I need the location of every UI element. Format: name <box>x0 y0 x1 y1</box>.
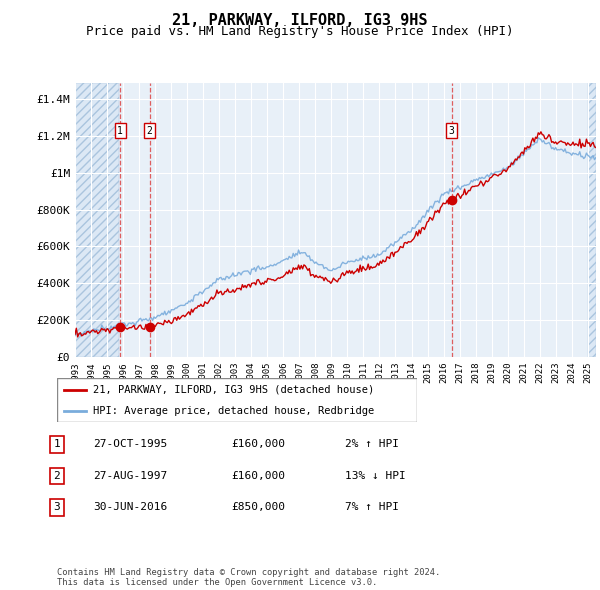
Text: HPI: Average price, detached house, Redbridge: HPI: Average price, detached house, Redb… <box>93 406 374 416</box>
Text: 3: 3 <box>449 126 455 136</box>
Text: 2: 2 <box>53 471 61 481</box>
Text: 13% ↓ HPI: 13% ↓ HPI <box>345 471 406 481</box>
Text: 1: 1 <box>53 440 61 449</box>
Text: 21, PARKWAY, ILFORD, IG3 9HS: 21, PARKWAY, ILFORD, IG3 9HS <box>172 13 428 28</box>
Text: 30-JUN-2016: 30-JUN-2016 <box>93 503 167 512</box>
FancyBboxPatch shape <box>57 378 417 422</box>
Text: 21, PARKWAY, ILFORD, IG3 9HS (detached house): 21, PARKWAY, ILFORD, IG3 9HS (detached h… <box>93 385 374 395</box>
Bar <box>588 83 596 357</box>
Text: 27-OCT-1995: 27-OCT-1995 <box>93 440 167 449</box>
Text: 3: 3 <box>53 503 61 512</box>
Text: 1: 1 <box>117 126 123 136</box>
Bar <box>75 83 119 357</box>
Text: 2: 2 <box>146 126 152 136</box>
Text: 27-AUG-1997: 27-AUG-1997 <box>93 471 167 481</box>
Text: 7% ↑ HPI: 7% ↑ HPI <box>345 503 399 512</box>
Text: 2% ↑ HPI: 2% ↑ HPI <box>345 440 399 449</box>
Text: £160,000: £160,000 <box>231 440 285 449</box>
Text: £160,000: £160,000 <box>231 471 285 481</box>
Text: £850,000: £850,000 <box>231 503 285 512</box>
Text: Contains HM Land Registry data © Crown copyright and database right 2024.
This d: Contains HM Land Registry data © Crown c… <box>57 568 440 587</box>
Text: Price paid vs. HM Land Registry's House Price Index (HPI): Price paid vs. HM Land Registry's House … <box>86 25 514 38</box>
